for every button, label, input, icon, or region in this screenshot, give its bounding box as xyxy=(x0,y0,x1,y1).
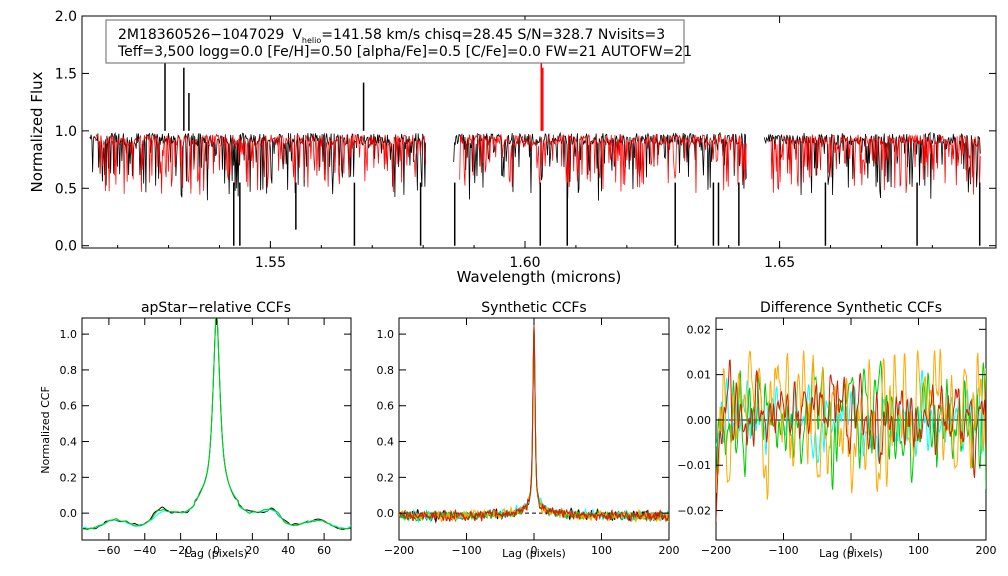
apstar_ccf-y-tick-label: 0.8 xyxy=(60,364,78,377)
apstar_ccf-x-tick-label: −60 xyxy=(97,544,120,557)
spectrum-x-tick-label: 1.60 xyxy=(509,255,540,271)
synthetic-ccf-x-label: Lag (pixels) xyxy=(502,547,566,560)
apstar_ccf-x-tick-label: −40 xyxy=(133,544,156,557)
synthetic-ccf-panel: Synthetic CCFs −200 −100 0 100 200 0.0 0.2 0.4 0… xyxy=(377,300,680,560)
spectrum-ticks: 1.55 1.60 1.65 0.0 0.5 1.0 1.5 2.0 xyxy=(55,9,996,271)
spectrum-y-tick-label: 1.5 xyxy=(55,66,77,82)
apstar_ccf-series-group xyxy=(82,318,351,530)
synthetic_ccf-series-2 xyxy=(399,329,669,524)
synthetic_ccf-x-tick-label: 200 xyxy=(659,544,680,557)
spectrum-series-observed-chip-1 xyxy=(89,131,427,201)
spectrum-series-observed-chip-2 xyxy=(453,131,747,201)
apstar-ccf-x-label: Lag (pixels) xyxy=(184,547,248,560)
spectrum-plot-area xyxy=(89,38,981,246)
diff-ccf-plot-area xyxy=(716,348,986,522)
apstar_ccf-y-tick-label: 1.0 xyxy=(60,328,78,341)
synthetic_ccf-y-tick-label: 0.6 xyxy=(377,400,395,413)
diff_ccf-x-tick-label: 100 xyxy=(908,544,929,557)
synthetic_ccf-series-3 xyxy=(399,330,669,523)
diff_ccf-y-tick-label: 0.02 xyxy=(687,323,712,336)
v-subscript: helio xyxy=(302,36,321,45)
apstar-ccf-frame xyxy=(81,317,352,541)
spectrum-y-tick-label: 0.0 xyxy=(55,239,77,255)
synthetic_ccf-y-tick-label: 0.8 xyxy=(377,364,395,377)
spectrum-x-tick-label: 1.55 xyxy=(255,255,286,271)
synthetic-ccf-ticks: −200 −100 0 100 200 0.0 0.2 0.4 0.6 0.8 1.0 xyxy=(377,318,680,557)
diff-ccf-x-label: Lag (pixels) xyxy=(819,547,883,560)
apstar_ccf-y-tick-label: 0.6 xyxy=(60,400,78,413)
diff_ccf-series-group xyxy=(716,348,986,522)
spectrum-y-tick-label: 2.0 xyxy=(55,9,77,25)
diff_ccf-y-tick-label: 0.00 xyxy=(687,414,712,427)
diff_ccf-y-tick-label: −0.02 xyxy=(677,505,711,518)
spectrum-frame xyxy=(81,15,997,249)
apstar-ccf-y-label: Normalized CCF xyxy=(39,386,52,474)
spectrum-panel: 1.55 1.60 1.65 0.0 0.5 1.0 1.5 2.0 2M18360526−1… xyxy=(28,9,997,286)
info-line-2: Teff=3,500 logg=0.0 [Fe/H]=0.50 [alpha/F… xyxy=(117,44,692,60)
diff_ccf-series-4 xyxy=(716,359,986,522)
synthetic_ccf-x-tick-label: 0 xyxy=(531,544,538,557)
apstar-ccf-title: apStar−relative CCFs xyxy=(141,300,291,316)
diff_ccf-y-tick-label: 0.01 xyxy=(687,369,712,382)
apstar_ccf-series-3 xyxy=(82,318,351,530)
apstar_ccf-x-tick-label: 20 xyxy=(245,544,259,557)
synthetic_ccf-x-tick-label: 100 xyxy=(591,544,612,557)
apstar_ccf-y-tick-label: 0.0 xyxy=(60,507,78,520)
spectrum-series-model-chip-1 xyxy=(95,133,427,195)
diff_ccf-x-tick-label: −200 xyxy=(701,544,731,557)
synthetic_ccf-series-group xyxy=(399,324,669,524)
diff_ccf-y-tick-label: −0.01 xyxy=(677,459,711,472)
apstar_ccf-series-2 xyxy=(82,318,351,530)
spectrum-info-box: 2M18360526−1047029 Vhelio=141.58 km/s chi… xyxy=(105,19,692,64)
synthetic_ccf-y-tick-label: 0.2 xyxy=(377,471,395,484)
apstar_ccf-y-tick-label: 0.2 xyxy=(60,471,78,484)
synthetic_ccf-y-tick-label: 0.4 xyxy=(377,436,395,449)
apstar_ccf-x-tick-label: 40 xyxy=(281,544,295,557)
synthetic_ccf-series-4 xyxy=(399,332,669,523)
synthetic_ccf-y-tick-label: 0.0 xyxy=(377,507,395,520)
apstar_ccf-x-tick-label: −20 xyxy=(169,544,192,557)
info-box-frame xyxy=(105,19,685,64)
spectrum-series-model-chip-3 xyxy=(769,134,981,195)
diff_ccf-series-3 xyxy=(716,348,986,500)
spectrum-y-tick-label: 1.0 xyxy=(55,124,77,140)
diff-ccf-title: Difference Synthetic CCFs xyxy=(760,300,942,316)
v-label: V xyxy=(292,27,302,43)
diff_ccf-x-tick-label: 0 xyxy=(848,544,855,557)
spectrum-series-model-chip-2 xyxy=(459,133,747,193)
spectrum-x-tick-label: 1.65 xyxy=(764,255,795,271)
info-line-1: 2M18360526−1047029 Vhelio=141.58 km/s chi… xyxy=(118,27,665,45)
apstar-ccf-panel: apStar−relative CCFs −60 −40 −20 0 20 40 60 0.0… xyxy=(39,300,352,560)
star-id: 2M18360526−1047029 xyxy=(118,27,284,43)
synthetic_ccf-x-tick-label: −100 xyxy=(451,544,481,557)
synthetic_ccf-x-tick-label: −200 xyxy=(384,544,414,557)
spectrum-y-label: Normalized Flux xyxy=(28,71,46,192)
apstar_ccf-x-tick-label: 0 xyxy=(213,544,220,557)
synthetic-ccf-plot-area xyxy=(399,324,669,524)
spectrum-y-tick-label: 0.5 xyxy=(55,181,77,197)
diff-ccf-panel: Difference Synthetic CCFs −200 −100 0 100 20… xyxy=(677,300,996,560)
diff_ccf-x-tick-label: 200 xyxy=(976,544,997,557)
apstar_ccf-x-tick-label: 60 xyxy=(317,544,331,557)
apstar_ccf-series-1 xyxy=(82,318,351,530)
synthetic_ccf-y-tick-label: 1.0 xyxy=(377,328,395,341)
info-line-1-rest: =141.58 km/s chisq=28.45 S/N=328.7 Nvisi… xyxy=(321,27,665,43)
synthetic-ccf-title: Synthetic CCFs xyxy=(481,300,586,316)
spectrum-x-label: Wavelength (microns) xyxy=(457,268,622,286)
apstar_ccf-y-tick-label: 0.4 xyxy=(60,436,78,449)
diff_ccf-x-tick-label: −100 xyxy=(768,544,798,557)
apstar-ccf-plot-area xyxy=(82,318,351,530)
diff-ccf-ticks: −200 −100 0 100 200 −0.02 −0.01 0.00 0.01 0.02 xyxy=(677,318,997,557)
apstar-ccf-ticks: −60 −40 −20 0 20 40 60 0.0 0.2 0.4 0.6 0.8 1.0 xyxy=(60,318,351,557)
